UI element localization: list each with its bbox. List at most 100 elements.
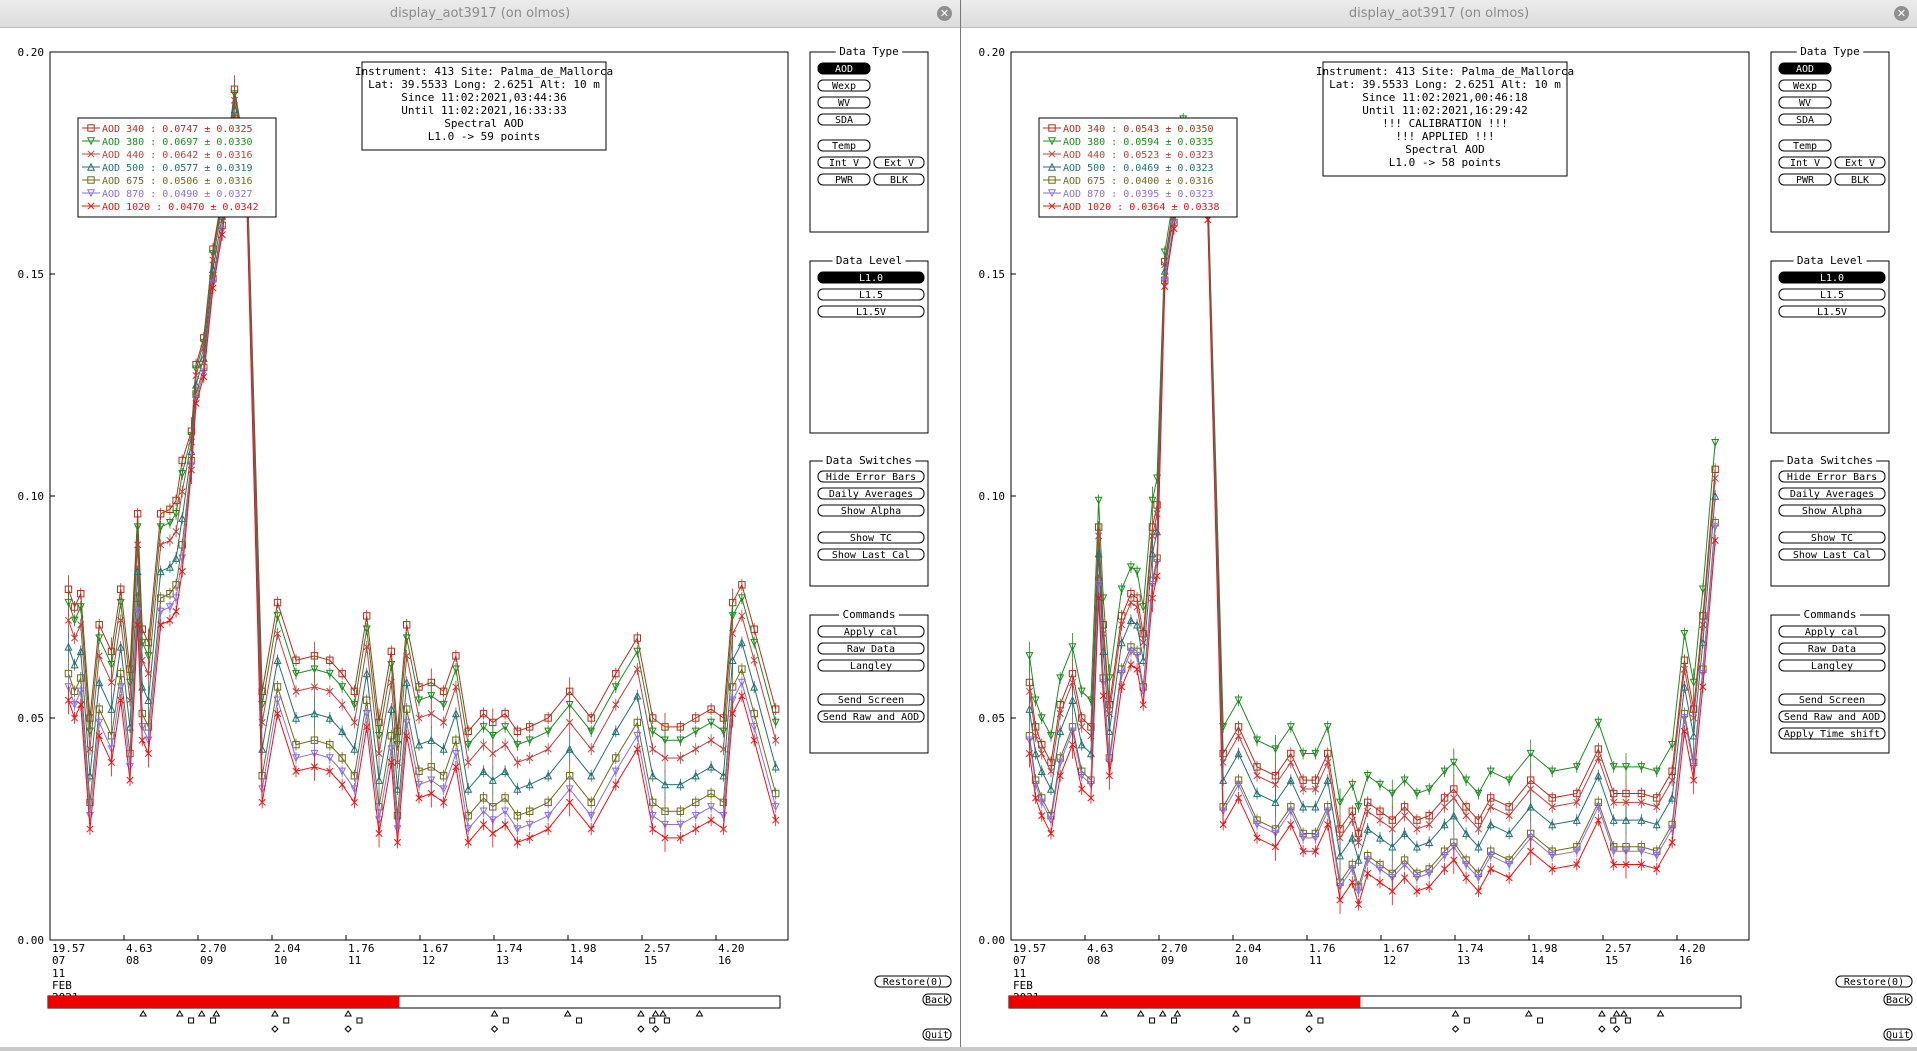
restore-button[interactable]: Restore(0) [1835, 975, 1913, 988]
triangle-up-marker [1077, 740, 1086, 749]
quit-button[interactable]: Quit [922, 1028, 952, 1041]
button-frame [817, 113, 871, 126]
close-icon[interactable]: ✕ [1894, 6, 1909, 21]
daily-averages-button[interactable]: Daily Averages [817, 487, 925, 500]
l1-0-button[interactable]: L1.0 [1778, 271, 1886, 284]
langley-button[interactable]: Langley [1778, 659, 1886, 672]
x-marker [71, 714, 79, 722]
sda-button[interactable]: SDA [817, 113, 871, 126]
triangle-down-marker [1572, 763, 1581, 772]
square-marker [133, 594, 142, 602]
show-last-cal-button[interactable]: Show Last Cal [1778, 548, 1886, 561]
l1-0-button[interactable]: L1.0 [817, 271, 925, 284]
l1-5v-button[interactable]: L1.5V [817, 305, 925, 318]
apply-cal-button[interactable]: Apply cal [1778, 625, 1886, 638]
button-label: BLK [890, 175, 908, 186]
wv-button[interactable]: WV [817, 96, 871, 109]
square-marker [283, 1017, 290, 1024]
raw-data-button[interactable]: Raw Data [817, 642, 925, 655]
show-last-cal-button[interactable]: Show Last Cal [817, 548, 925, 561]
send-raw-and-aod-button[interactable]: Send Raw and AOD [1778, 710, 1886, 723]
restore-button[interactable]: Restore(0) [874, 975, 952, 988]
sda-button[interactable]: SDA [1778, 113, 1832, 126]
x-marker [1388, 887, 1396, 895]
x-marker [1078, 785, 1086, 793]
triangle-up-marker [451, 709, 460, 718]
aod-button[interactable]: AOD [1778, 62, 1832, 75]
x-marker [566, 718, 574, 726]
triangle-down-marker [1105, 674, 1114, 683]
button-label: L1.5V [856, 307, 886, 318]
x-marker [1161, 282, 1169, 290]
wexp-button[interactable]: Wexp [817, 79, 871, 92]
ext-v-button[interactable]: Ext V [873, 156, 925, 169]
x-tick-label: 15 [1605, 954, 1618, 967]
triangle-down-marker [1440, 851, 1449, 860]
x-marker [1354, 838, 1363, 846]
raw-data-button[interactable]: Raw Data [1778, 642, 1886, 655]
button-label: Apply cal [844, 627, 898, 638]
show-alpha-button[interactable]: Show Alpha [817, 504, 925, 517]
hide-error-bars-button[interactable]: Hide Error Bars [1778, 470, 1886, 483]
wv-button[interactable]: WV [1778, 96, 1832, 109]
l1-5-button[interactable]: L1.5 [817, 288, 925, 301]
temp-button[interactable]: Temp [817, 139, 871, 152]
x-marker [1025, 687, 1034, 695]
daily-averages-button[interactable]: Daily Averages [1778, 487, 1886, 500]
triangle-down-marker [1252, 820, 1262, 829]
temp-button[interactable]: Temp [1778, 139, 1832, 152]
triangle-down-marker [1025, 736, 1034, 745]
legend-entry: AOD 440 : 0.0642 ± 0.0316 [102, 150, 253, 161]
legend-entry: AOD 675 : 0.0400 ± 0.0316 [1063, 176, 1214, 187]
quit-button[interactable]: Quit [1883, 1028, 1913, 1041]
triangle-down-marker [737, 594, 746, 603]
triangle-down-marker [310, 749, 319, 758]
back-button[interactable]: Back [922, 993, 952, 1006]
back-button[interactable]: Back [1883, 993, 1913, 1006]
x-marker [738, 692, 746, 700]
wexp-button[interactable]: Wexp [1778, 79, 1832, 92]
button-frame [1834, 173, 1886, 186]
triangle-down-marker [350, 785, 359, 794]
diamond-marker [651, 1025, 660, 1033]
info-frame [361, 61, 607, 151]
triangle-marker [1232, 1010, 1240, 1017]
x-tick-label: 4.63 [126, 942, 153, 955]
triangle-up-marker [1046, 784, 1055, 793]
blk-button[interactable]: BLK [1834, 173, 1886, 186]
ext-v-button[interactable]: Ext V [1834, 156, 1886, 169]
pwr-button[interactable]: PWR [817, 173, 871, 186]
int-v-button[interactable]: Int V [817, 156, 871, 169]
button-label: Show Alpha [1802, 506, 1862, 517]
triangle-up-marker [1056, 727, 1065, 736]
langley-button[interactable]: Langley [817, 659, 925, 672]
x-tick-label: 13 [1457, 954, 1470, 967]
show-alpha-button[interactable]: Show Alpha [1778, 504, 1886, 517]
bottom-buttons: Restore(0) Back Quit [1835, 975, 1913, 1041]
close-icon[interactable]: ✕ [937, 6, 952, 21]
legend-entry: AOD 380 : 0.0697 ± 0.0330 [102, 137, 253, 148]
aod-button[interactable]: AOD [817, 62, 871, 75]
send-screen-button[interactable]: Send Screen [817, 693, 925, 706]
l1-5v-button[interactable]: L1.5V [1778, 305, 1886, 318]
legend-entry: AOD 1020 : 0.0470 ± 0.0342 [102, 202, 259, 213]
button-frame [1883, 1028, 1913, 1041]
info-box: Instrument: 413 Site: Palma_de_MallorcaL… [1316, 61, 1574, 177]
int-v-button[interactable]: Int V [1778, 156, 1832, 169]
x-marker [1299, 785, 1307, 793]
triangle-down-marker [402, 718, 411, 727]
apply-cal-button[interactable]: Apply cal [817, 625, 925, 638]
triangle-up-marker [375, 775, 384, 784]
send-raw-and-aod-button[interactable]: Send Raw and AOD [817, 710, 925, 723]
x-marker [415, 794, 423, 802]
l1-5-button[interactable]: L1.5 [1778, 288, 1886, 301]
apply-time-shift-button[interactable]: Apply Time shift [1778, 727, 1886, 740]
blk-button[interactable]: BLK [873, 173, 925, 186]
send-screen-button[interactable]: Send Screen [1778, 693, 1886, 706]
info-line: !!! CALIBRATION !!! [1382, 117, 1508, 130]
show-tc-button[interactable]: Show TC [1778, 531, 1886, 544]
show-tc-button[interactable]: Show TC [817, 531, 925, 544]
pwr-button[interactable]: PWR [1778, 173, 1832, 186]
hide-error-bars-button[interactable]: Hide Error Bars [817, 470, 925, 483]
triangle-up-marker [387, 704, 396, 713]
